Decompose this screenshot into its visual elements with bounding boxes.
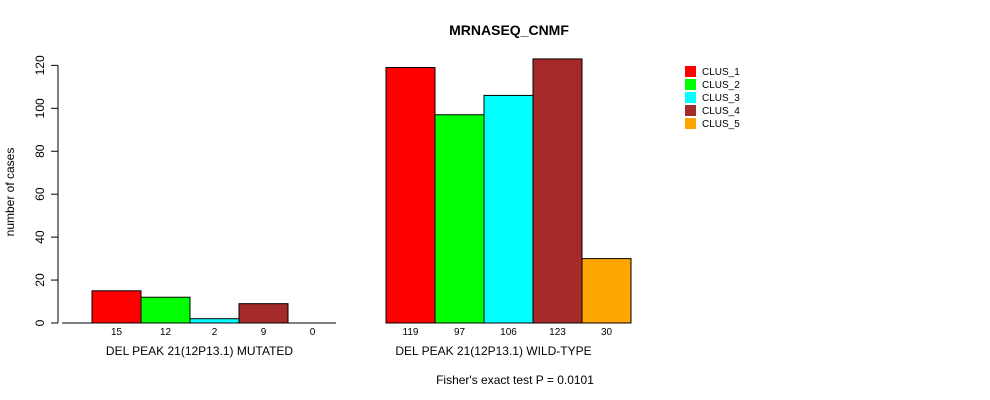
y-tick-label-0: 0: [33, 319, 47, 326]
bar-value-label: 2: [212, 327, 218, 338]
group-label-2: DEL PEAK 21(12P13.1) WILD-TYPE: [395, 344, 591, 358]
bar-value-label: 9: [261, 327, 267, 338]
legend-swatch-clus_3: [685, 92, 696, 103]
bar-clus3-g1: [189, 318, 240, 324]
fisher-test-note: Fisher's exact test P = 0.0101: [436, 373, 594, 387]
bar-value-label: 15: [111, 327, 123, 338]
y-tick-label-100: 100: [33, 98, 47, 118]
bar-clus1-g2: [385, 67, 436, 324]
bar-value-label: 30: [601, 327, 613, 338]
bar-clus2-g2: [434, 114, 485, 324]
group-axes: DEL PEAK 21(12P13.1) MUTATED DEL PEAK 21(…: [62, 322, 631, 358]
y-axis-label: number of cases: [3, 148, 17, 237]
chart-title: MRNASEQ_CNMF: [449, 22, 569, 38]
bar-clus4-g1: [238, 303, 289, 324]
legend: CLUS_1 CLUS_2 CLUS_3 CLUS_4 CLUS_5: [685, 66, 740, 130]
legend-swatch-clus_2: [685, 79, 696, 90]
bar-clus1-g1: [91, 290, 142, 324]
bars-layer: 15 12 2 9 0 119 97 106 123 30: [91, 58, 632, 338]
legend-swatch-clus_1: [685, 66, 696, 77]
bar-value-label: 119: [403, 327, 419, 338]
bar-value-label: 97: [454, 327, 466, 338]
legend-swatch-clus_4: [685, 105, 696, 116]
legend-label-clus_5: CLUS_5: [702, 119, 740, 130]
y-tick-label-120: 120: [33, 55, 47, 75]
y-tick-label-40: 40: [33, 230, 47, 244]
bar-value-label: 123: [549, 327, 566, 338]
bar-clus3-g2: [483, 94, 534, 324]
bar-clus5-g2: [581, 258, 632, 324]
bar-value-label: 0: [310, 327, 316, 338]
y-tick-label-20: 20: [33, 273, 47, 287]
legend-label-clus_1: CLUS_1: [702, 67, 740, 78]
bar-clus4-g2: [532, 58, 583, 324]
bar-value-label: 106: [500, 327, 517, 338]
y-axis: 0 20 40 60 80 100 120: [33, 55, 59, 326]
y-tick-label-60: 60: [33, 187, 47, 201]
group-label-1: DEL PEAK 21(12P13.1) MUTATED: [106, 344, 294, 358]
legend-label-clus_3: CLUS_3: [702, 93, 740, 104]
bar-value-label: 12: [160, 327, 172, 338]
bar-clus2-g1: [140, 296, 191, 324]
legend-label-clus_4: CLUS_4: [702, 106, 740, 117]
y-tick-label-80: 80: [33, 144, 47, 158]
legend-swatch-clus_5: [685, 118, 696, 129]
legend-label-clus_2: CLUS_2: [702, 80, 740, 91]
